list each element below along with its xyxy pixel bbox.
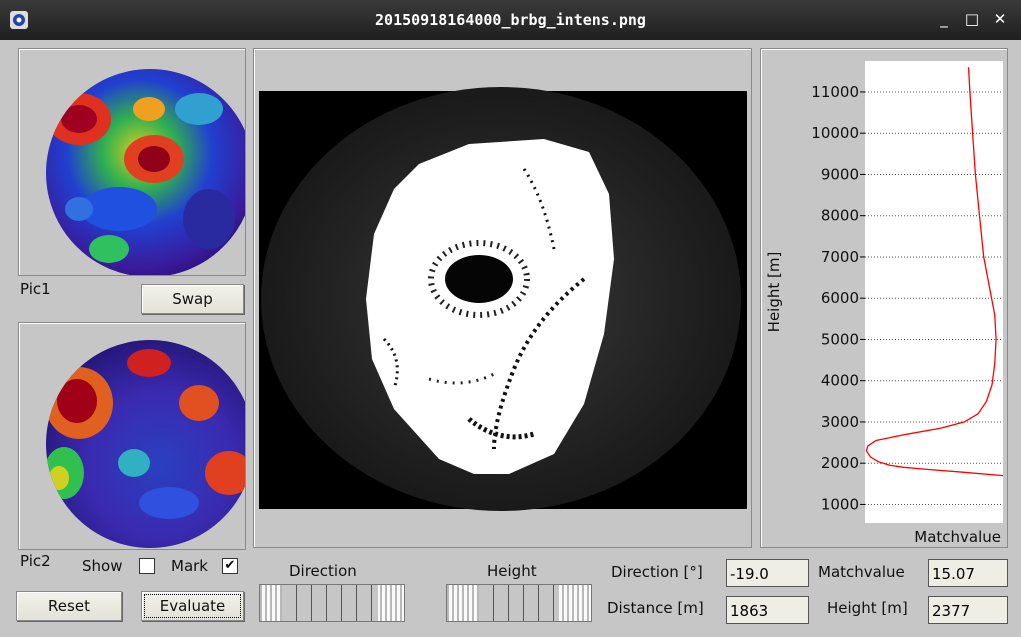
y-tick-label: 6000 [821,289,859,307]
evaluate-button[interactable]: Evaluate [141,591,244,621]
close-button[interactable]: ✕ [993,10,1007,28]
direction-slider-handle[interactable] [282,585,378,621]
y-tick-label: 4000 [821,372,859,390]
x-axis-label: Matchvalue [914,528,1001,546]
direction-label: Direction [°] [611,563,703,581]
maximize-button[interactable]: □ [964,10,980,28]
pic1-label: Pic1 [20,280,51,298]
y-tick-label: 5000 [821,330,859,348]
height-field[interactable]: 2377 [928,596,1008,624]
y-tick-label: 11000 [811,83,859,101]
reset-button[interactable]: Reset [16,591,122,621]
matchvalue-label: Matchvalue [818,563,905,581]
pic2-image [46,340,254,548]
distance-label: Distance [m] [607,599,704,617]
pic1-image [46,69,254,277]
checkmark-icon: ✔ [224,558,236,573]
app-icon [10,11,28,29]
distance-field[interactable]: 1863 [726,596,809,624]
matchvalue-field[interactable]: 15.07 [928,559,1008,587]
y-tick-label: 10000 [811,124,859,142]
title-bar: 20150918164000_brbg_intens.png _ □ ✕ [0,0,1021,40]
swap-button[interactable]: Swap [141,284,244,314]
direction-slider[interactable] [259,584,405,622]
y-tick-label: 9000 [821,165,859,183]
y-tick-label: 1000 [821,495,859,513]
height-slider-handle[interactable] [479,585,559,621]
y-tick-label: 7000 [821,248,859,266]
mark-checkbox[interactable]: ✔ [222,558,238,574]
mark-label: Mark [171,557,208,575]
direction-field[interactable]: -19.0 [726,559,809,587]
y-tick-label: 8000 [821,207,859,225]
show-label: Show [82,557,123,575]
main-image [259,87,747,511]
show-checkbox[interactable] [139,558,155,574]
y-axis-label: Height [m] [765,252,783,333]
plot-area [865,61,1003,523]
direction-slider-label: Direction [289,562,357,580]
matchvalue-chart-panel: 1000 2000 3000 4000 5000 6000 7000 8000 9000 1000… [760,48,1008,548]
matchvalue-series-line [865,67,1004,477]
height-slider-label: Height [487,562,537,580]
minimize-button[interactable]: _ [940,10,948,28]
height-label: Height [m] [827,599,908,617]
height-slider[interactable] [446,584,592,622]
window-title: 20150918164000_brbg_intens.png [375,11,646,29]
y-tick-label: 2000 [821,454,859,472]
pic2-label: Pic2 [20,552,51,570]
pic1-panel [18,48,254,277]
pic2-panel [18,322,254,550]
main-image-panel [253,48,752,548]
matchvalue-chart: 1000 2000 3000 4000 5000 6000 7000 8000 9000 1000… [765,61,1004,546]
y-tick-label: 3000 [821,413,859,431]
